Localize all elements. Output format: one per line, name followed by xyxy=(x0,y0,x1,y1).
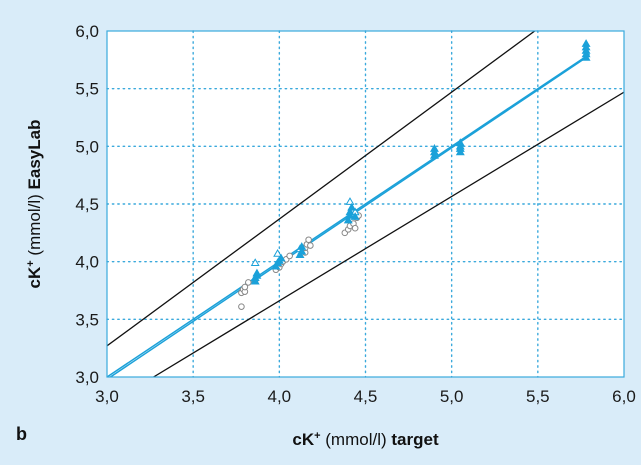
data-point xyxy=(351,224,359,232)
x-tick-label: 4,0 xyxy=(268,387,292,406)
data-points xyxy=(238,39,591,310)
data-point xyxy=(345,197,355,205)
data-point xyxy=(307,242,314,249)
y-tick-label: 3,5 xyxy=(75,310,99,329)
data-point xyxy=(276,253,286,262)
y-axis-title: cK+ (mmol/l) EasyLab xyxy=(25,120,44,289)
data-point xyxy=(305,236,312,244)
y-tick-label: 5,5 xyxy=(75,80,99,99)
x-tick-labels: 3,0 3,5 4,0 4,5 5,0 5,5 6,0 xyxy=(95,387,636,406)
y-tick-label: 3,0 xyxy=(75,368,99,387)
x-tick-label: 5,5 xyxy=(526,387,550,406)
panel-label: b xyxy=(16,424,27,444)
data-point xyxy=(345,207,355,216)
data-point xyxy=(297,246,307,255)
data-point xyxy=(297,242,307,250)
data-point xyxy=(429,144,439,152)
x-tick-label: 6,0 xyxy=(612,387,636,406)
plot-border xyxy=(106,30,625,378)
data-point xyxy=(347,202,357,211)
y-tick-label: 4,5 xyxy=(75,195,99,214)
data-point xyxy=(581,39,591,47)
data-point xyxy=(273,248,283,257)
x-axis-title: cK+ (mmol/l) target xyxy=(292,430,439,449)
y-tick-labels: 3,0 3,5 4,0 4,5 5,0 5,5 6,0 xyxy=(75,22,99,387)
y-tick-label: 5,0 xyxy=(75,137,99,156)
data-point xyxy=(241,283,249,291)
data-point xyxy=(455,138,465,147)
data-point xyxy=(252,268,262,277)
y-tick-label: 4,0 xyxy=(75,253,99,272)
x-tick-label: 3,5 xyxy=(181,387,205,406)
data-point xyxy=(250,258,260,267)
reference-line-4 xyxy=(153,91,624,377)
x-tick-label: 5,0 xyxy=(440,387,464,406)
y-tick-label: 6,0 xyxy=(75,22,99,41)
data-point xyxy=(286,252,293,260)
x-tick-label: 4,5 xyxy=(354,387,378,406)
data-point xyxy=(343,215,353,224)
x-tick-label: 3,0 xyxy=(95,387,119,406)
data-point xyxy=(245,279,252,286)
reference-line-3 xyxy=(107,31,536,347)
data-point xyxy=(238,303,245,310)
data-point xyxy=(350,212,360,220)
